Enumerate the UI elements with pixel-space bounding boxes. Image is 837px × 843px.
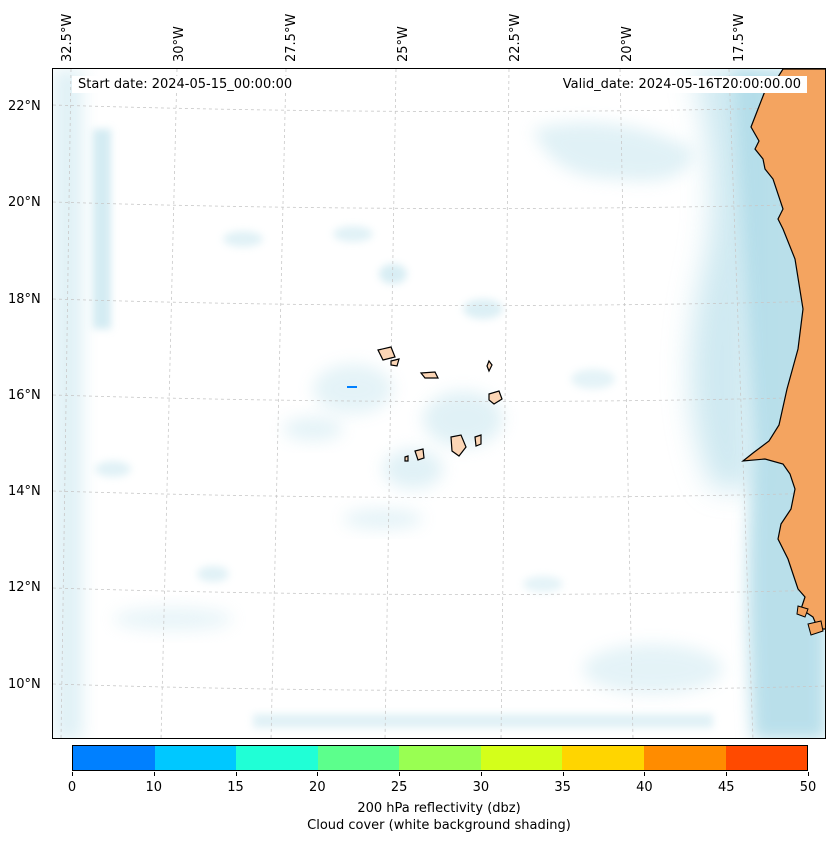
- colorbar-segment: [236, 746, 318, 770]
- colorbar-segment: [317, 746, 400, 770]
- colorbar-segment: [725, 746, 808, 770]
- colorbar-title: 200 hPa reflectivity (dbz): [357, 801, 521, 816]
- latitude-label: 14°N: [8, 484, 41, 499]
- colorbar-tick-label: 0: [67, 780, 77, 795]
- latitude-label: 22°N: [8, 99, 41, 114]
- colorbar-segment: [73, 746, 155, 770]
- longitude-label: 20°W: [620, 26, 635, 62]
- cloud-cover-shading: [53, 69, 825, 738]
- map-canvas: [53, 69, 825, 738]
- colorbar-tick-label: 40: [636, 780, 653, 795]
- colorbar-tick-label: 35: [554, 780, 571, 795]
- coastal-islet: [807, 620, 824, 636]
- colorbar-tick-mark: [153, 772, 155, 776]
- colorbar-tick-label: 25: [390, 780, 408, 795]
- colorbar-segment: [643, 746, 726, 770]
- cape-verde-islands: [377, 346, 503, 462]
- colorbar-tick-mark: [808, 772, 809, 776]
- colorbar-segment: [154, 746, 237, 770]
- graticule: [53, 69, 825, 738]
- latitude-label: 20°N: [8, 195, 41, 210]
- colorbar-tick-mark: [644, 772, 646, 776]
- colorbar-tick-mark: [399, 772, 401, 776]
- colorbar-tick-label: 45: [717, 780, 735, 795]
- colorbar-tick-mark: [235, 772, 237, 776]
- latitude-label: 18°N: [8, 292, 41, 307]
- longitude-label: 25°W: [396, 26, 411, 62]
- latitude-label: 12°N: [8, 580, 41, 595]
- colorbar-tick-label: 20: [309, 780, 326, 795]
- colorbar-tick-mark: [317, 772, 319, 776]
- colorbar-tick-label: 30: [472, 780, 490, 795]
- latitude-label: 10°N: [8, 677, 41, 692]
- longitude-label: 22.5°W: [508, 13, 523, 62]
- colorbar-tick-label: 10: [145, 780, 163, 795]
- colorbar-tick-label: 15: [227, 780, 244, 795]
- valid-date-label: Valid_date: 2024-05-16T20:00:00.00: [556, 76, 807, 93]
- colorbar-tick-mark: [562, 772, 564, 776]
- colorbar-tick-mark: [72, 772, 73, 776]
- reflectivity-colorbar: [72, 745, 808, 771]
- colorbar-tick-mark: [726, 772, 728, 776]
- longitude-label: 32.5°W: [60, 13, 75, 62]
- colorbar-segment: [399, 746, 481, 770]
- colorbar-tick-label: 50: [799, 780, 817, 795]
- colorbar-tick-mark: [480, 772, 482, 776]
- africa-landmass: [741, 69, 825, 630]
- reflectivity-spot: [347, 386, 357, 388]
- colorbar-segment: [480, 746, 563, 770]
- colorbar-segment: [562, 746, 644, 770]
- coastal-islet: [796, 605, 809, 618]
- colorbar-subtitle: Cloud cover (white background shading): [307, 818, 571, 833]
- latitude-label: 16°N: [8, 388, 41, 403]
- longitude-label: 17.5°W: [732, 13, 747, 62]
- start-date-label: Start date: 2024-05-15_00:00:00: [72, 76, 299, 93]
- longitude-label: 30°W: [172, 26, 187, 62]
- map-panel: [52, 68, 826, 739]
- longitude-label: 27.5°W: [284, 13, 299, 62]
